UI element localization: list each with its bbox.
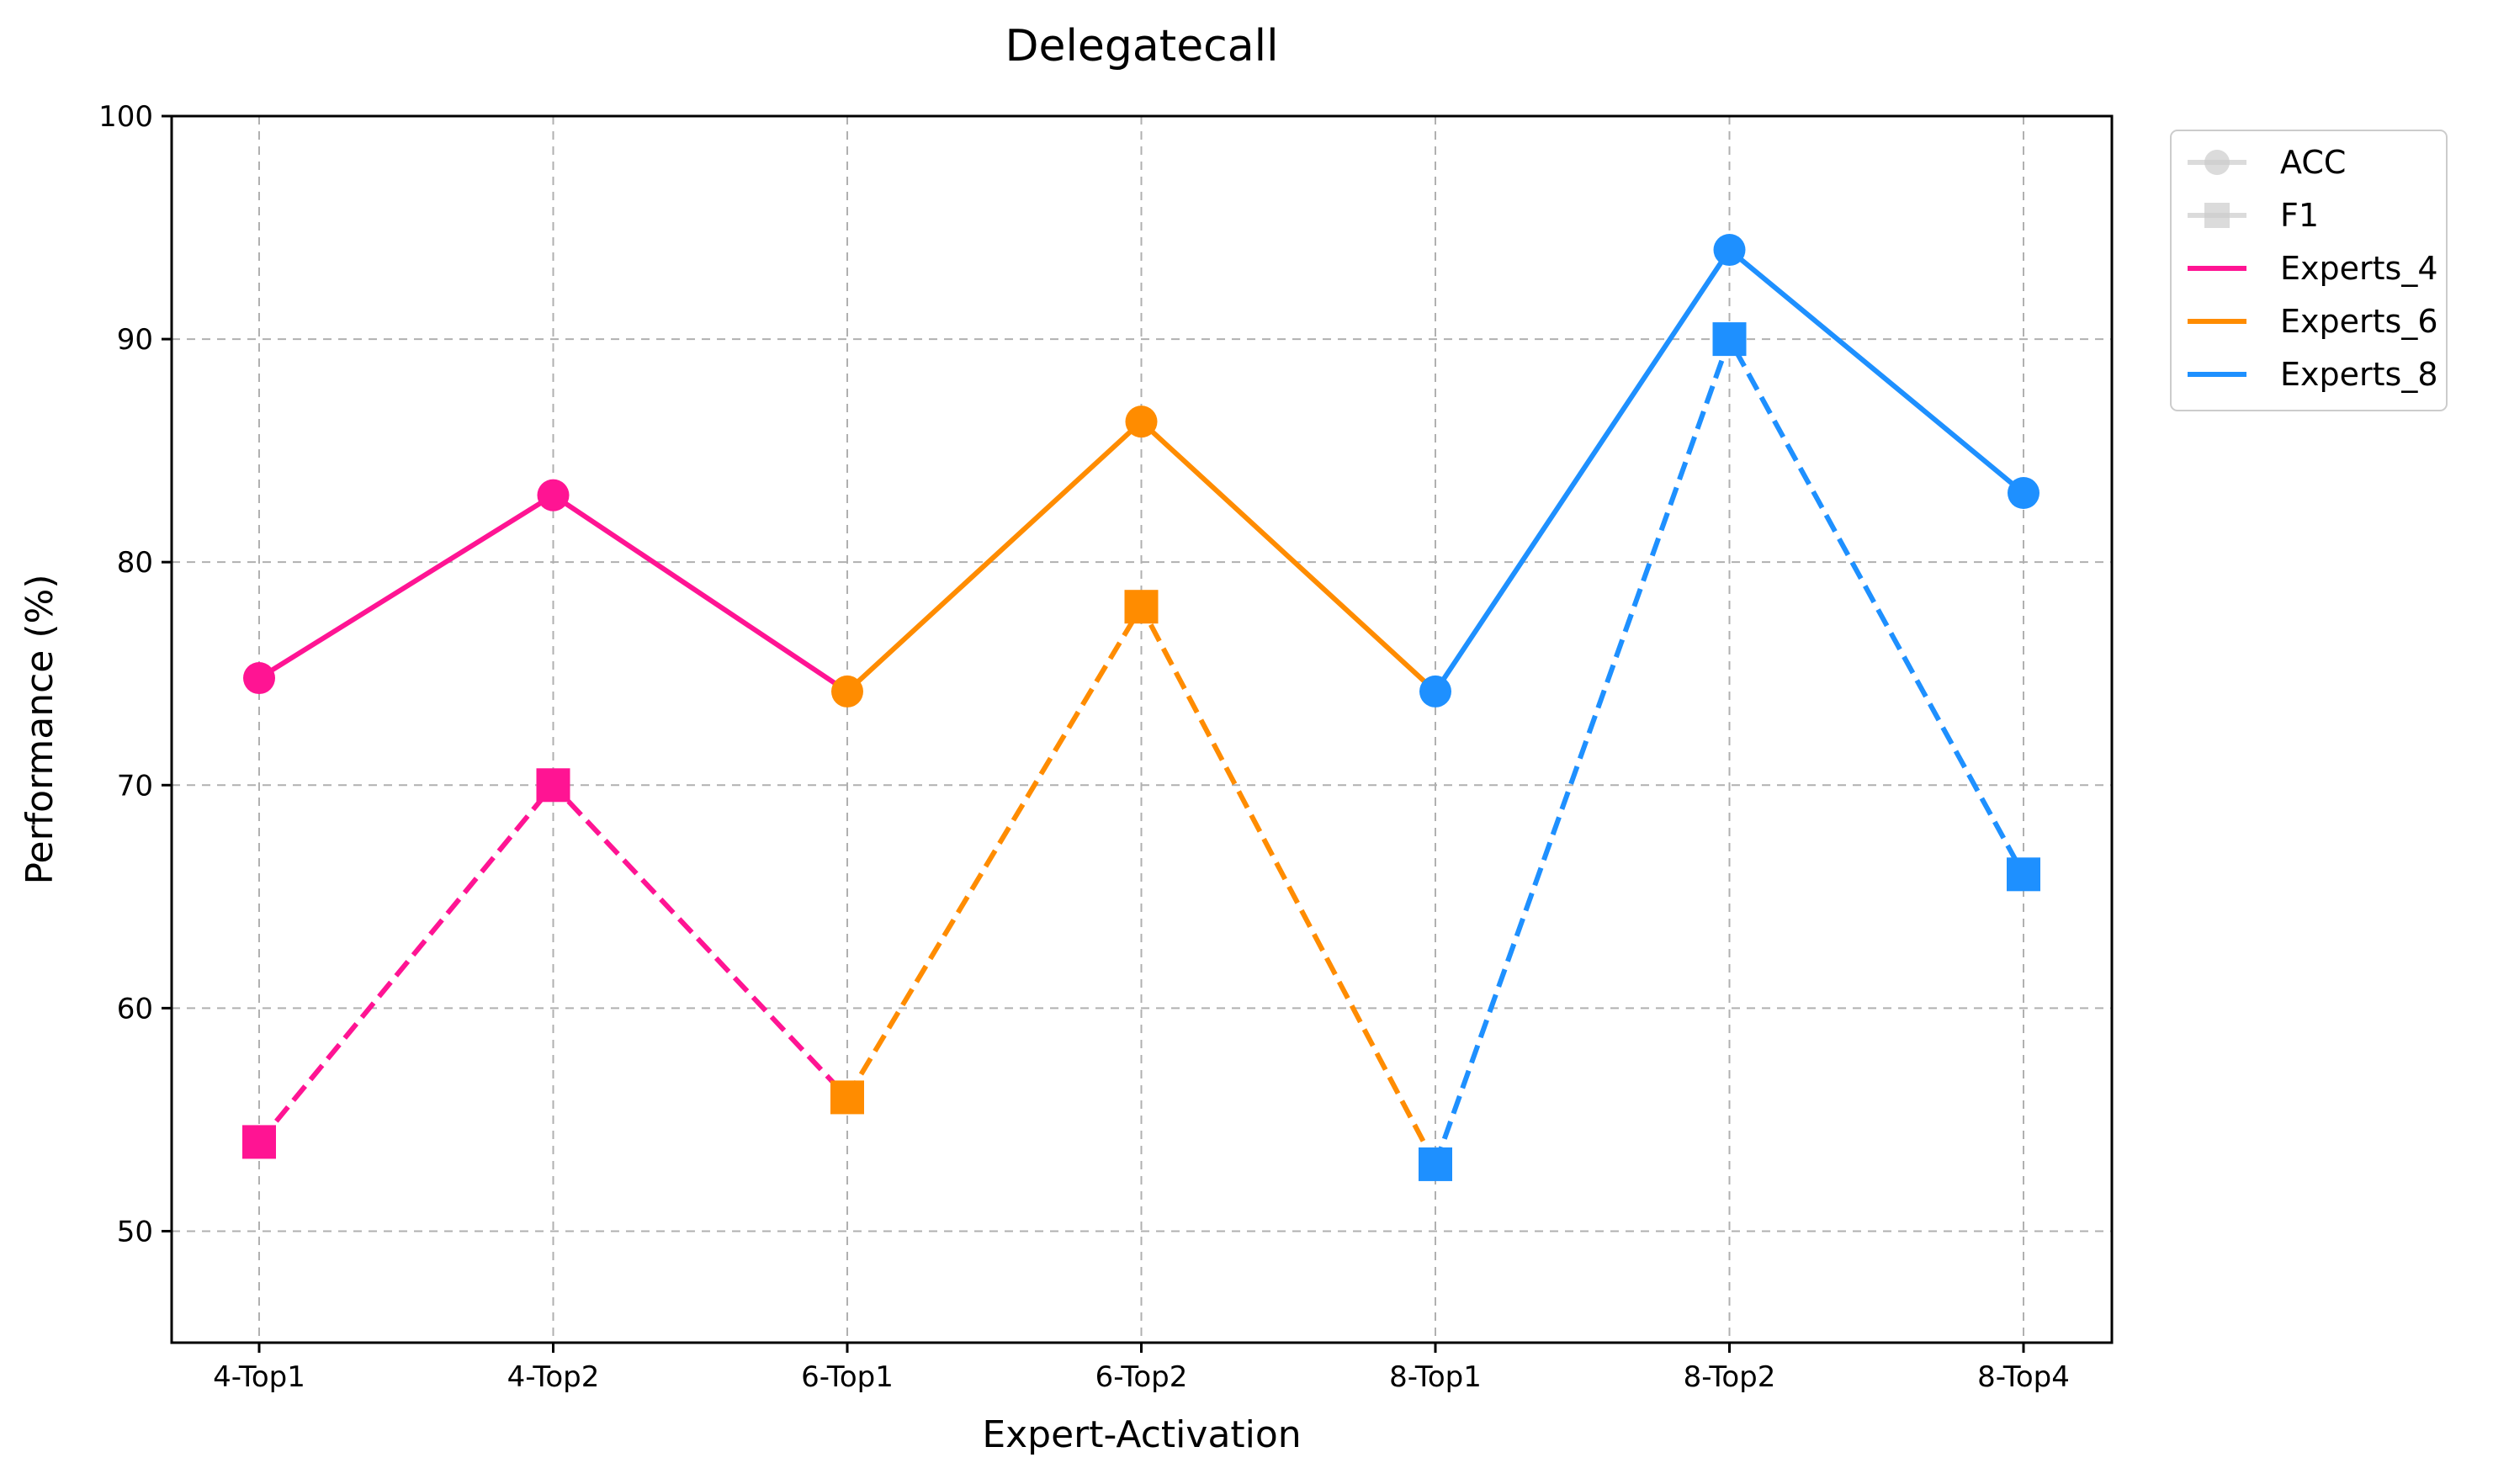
legend-circle-marker	[2204, 150, 2230, 175]
f1-point-6-top1	[830, 1080, 864, 1115]
f1-point-8-top1	[1419, 1147, 1452, 1181]
x-tick-label: 8-Top2	[1684, 1360, 1776, 1394]
legend-square-marker	[2204, 203, 2230, 228]
legend-frame	[2170, 130, 2448, 411]
experts-6-f1-line	[845, 604, 1438, 1166]
y-tick-label: 80	[117, 546, 153, 580]
acc-point-8-top4	[2008, 477, 2039, 510]
grid-lines	[172, 115, 2112, 1343]
x-tick-label: 6-Top2	[1095, 1360, 1188, 1394]
legend-item-experts-4: Experts_4	[2188, 250, 2438, 287]
x-tick-label: 4-Top1	[213, 1360, 305, 1394]
legend-item-acc: ACC	[2188, 144, 2346, 181]
acc-point-8-top1	[1419, 675, 1451, 708]
f1-point-4-top1	[242, 1125, 276, 1159]
legend-label: Experts_4	[2280, 250, 2438, 287]
x-axis-ticks: 4-Top1 4-Top2 6-Top1 6-Top2 8-Top1 8-Top2 8-To…	[213, 1343, 2070, 1394]
y-tick-label: 100	[98, 100, 153, 134]
legend-item-experts-6: Experts_6	[2188, 303, 2438, 340]
chart-title: Delegatecall	[1005, 21, 1278, 72]
legend-item-f1: F1	[2188, 197, 2319, 234]
y-axis-ticks: 50 60 70 80 90 100	[98, 100, 172, 1248]
acc-point-8-top2	[1713, 234, 1746, 267]
x-axis-label: Expert-Activation	[982, 1413, 1301, 1456]
f1-point-4-top2	[536, 768, 570, 803]
y-tick-label: 50	[117, 1215, 153, 1248]
x-tick-label: 6-Top1	[801, 1360, 894, 1394]
y-tick-label: 70	[117, 769, 153, 803]
y-tick-label: 90	[117, 323, 153, 357]
legend-item-experts-8: Experts_8	[2188, 356, 2438, 393]
legend-label: F1	[2280, 197, 2319, 234]
acc-point-6-top2	[1125, 405, 1158, 438]
y-axis-label: Performance (%)	[19, 575, 61, 885]
legend: ACC F1 Experts_4 Experts_6 Experts_8	[2170, 130, 2448, 411]
legend-label: ACC	[2280, 144, 2346, 181]
f1-point-8-top2	[1712, 322, 1747, 357]
f1-point-8-top4	[2007, 857, 2040, 892]
x-tick-label: 8-Top4	[1977, 1360, 2070, 1394]
legend-label: Experts_8	[2280, 356, 2438, 393]
acc-point-4-top2	[537, 479, 570, 511]
x-tick-label: 4-Top2	[507, 1360, 600, 1394]
f1-point-6-top2	[1124, 590, 1159, 624]
x-tick-label: 8-Top1	[1389, 1360, 1482, 1394]
y-tick-label: 60	[117, 992, 153, 1026]
legend-label: Experts_6	[2280, 303, 2438, 340]
acc-point-6-top1	[831, 675, 863, 708]
data-markers	[242, 234, 2040, 1181]
acc-point-4-top1	[243, 662, 275, 695]
